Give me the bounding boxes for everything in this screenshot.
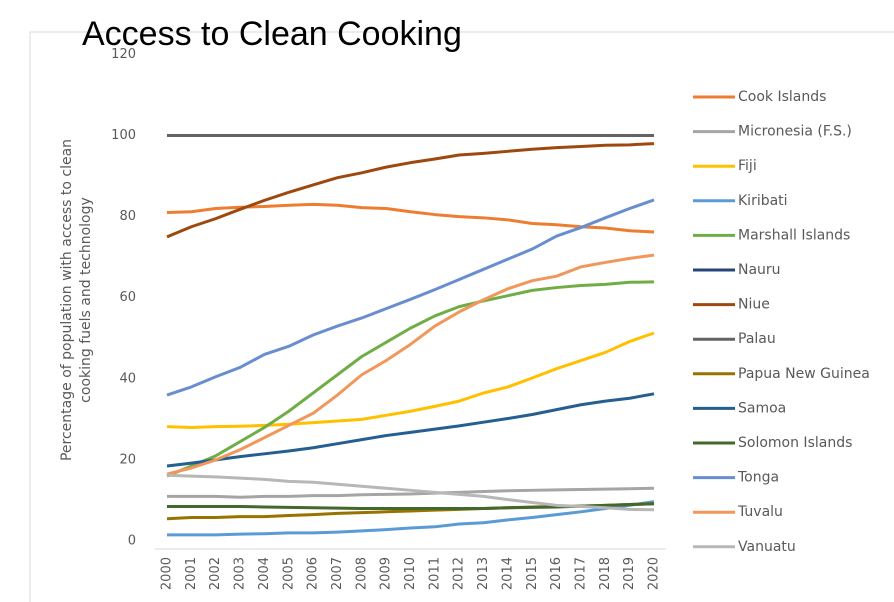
- y-tick-label: 0: [128, 534, 136, 549]
- series-line: [166, 253, 655, 476]
- legend-label: Tuvalu: [737, 504, 783, 520]
- x-tick-label: 2000: [160, 557, 175, 590]
- series-line: [166, 473, 655, 512]
- x-tick-label: 2006: [306, 557, 321, 590]
- x-tick-label: 2015: [525, 557, 540, 590]
- x-tick-label: 2004: [257, 557, 272, 590]
- legend-label: Marshall Islands: [738, 227, 850, 243]
- legend-label: Fiji: [738, 158, 757, 174]
- y-tick-label: 120: [111, 47, 136, 62]
- y-tick-label: 20: [119, 452, 136, 467]
- legend-label: Tonga: [737, 470, 779, 486]
- legend-label: Vanuatu: [738, 539, 796, 555]
- x-tick-label: 2014: [500, 557, 515, 590]
- x-tick-label: 2003: [233, 557, 248, 590]
- x-tick-label: 2005: [281, 557, 296, 590]
- y-axis-label: Percentage of population with access to …: [59, 139, 94, 461]
- legend-label: Nauru: [738, 262, 781, 278]
- legend-label: Kiribati: [738, 193, 788, 209]
- x-tick-label: 2018: [598, 557, 613, 590]
- x-tick-label: 2013: [476, 557, 491, 590]
- frame: [29, 31, 894, 602]
- x-tick-label: 2020: [647, 557, 662, 590]
- series-line: [166, 198, 655, 397]
- legend-label: Niue: [738, 297, 770, 313]
- series-line: [166, 142, 655, 239]
- y-label-line: cooking fuels and technology: [78, 197, 94, 403]
- x-tick-label: 2010: [403, 557, 418, 590]
- x-tick-label: 2019: [622, 557, 637, 590]
- series-line: [166, 280, 655, 478]
- y-tick-label: 60: [119, 290, 136, 305]
- chart-title: Access to Clean Cooking: [82, 15, 462, 53]
- y-tick-label: 100: [111, 128, 136, 143]
- y-label-line: Percentage of population with access to …: [59, 139, 75, 461]
- series-line: [167, 486, 655, 499]
- series-line: [166, 331, 655, 429]
- x-tick-label: 2016: [549, 557, 564, 590]
- x-tick-label: 2008: [354, 557, 369, 590]
- x-tick-label: 2001: [184, 557, 199, 590]
- y-tick-label: 40: [119, 371, 136, 386]
- legend-label: Samoa: [738, 400, 786, 416]
- x-tick-label: 2017: [573, 557, 588, 590]
- legend-label: Cook Islands: [738, 89, 826, 105]
- legend-label: Micronesia (F.S.): [738, 124, 852, 140]
- legend-label: Palau: [738, 331, 776, 347]
- legend-label: Papua New Guinea: [738, 366, 870, 382]
- y-tick-label: 80: [119, 209, 136, 224]
- series-line: [167, 500, 655, 537]
- x-tick-label: 2012: [452, 557, 467, 590]
- series-line: [166, 392, 655, 468]
- x-tick-label: 2002: [208, 557, 223, 590]
- x-tick-label: 2007: [330, 557, 345, 590]
- x-tick-label: 2009: [379, 557, 394, 590]
- x-tick-label: 2011: [427, 557, 442, 590]
- legend-label: Solomon Islands: [738, 435, 852, 451]
